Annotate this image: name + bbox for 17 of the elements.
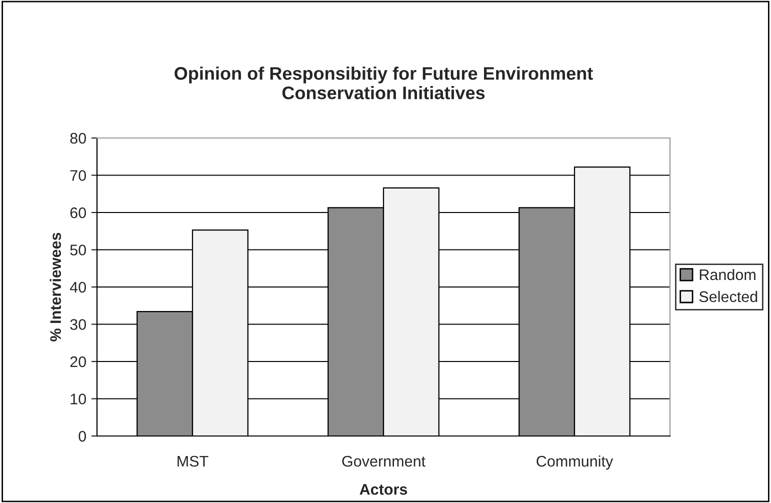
- x-tick-label: Community: [536, 455, 614, 470]
- y-tick-label: 30: [70, 319, 86, 330]
- y-tick-label: 80: [70, 132, 86, 144]
- legend-label: Random: [700, 268, 756, 280]
- legend-label: Selected: [699, 290, 758, 302]
- y-tick-label: 40: [70, 282, 86, 293]
- y-tick-label: 0: [78, 430, 86, 442]
- y-tick-label: 60: [70, 207, 86, 218]
- chart-title: Opinion of Responsibitiy for Future Environment Conservation Initiatives: [174, 66, 593, 100]
- x-tick-label: Government: [342, 456, 426, 467]
- y-tick-label: 50: [70, 244, 86, 256]
- y-axis-title: % Interviewees: [50, 232, 62, 342]
- x-tick-label: MST: [178, 456, 208, 467]
- y-tick-label: 20: [70, 356, 86, 368]
- x-axis-title: Actors: [360, 484, 408, 495]
- y-tick-label: 70: [70, 170, 86, 181]
- y-tick-label: 10: [70, 394, 86, 404]
